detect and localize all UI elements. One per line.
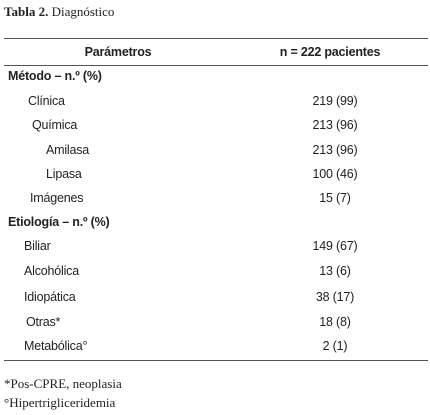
row-label: Idiopática [24, 290, 76, 304]
row-value: 213 (96) [312, 143, 358, 157]
footnote: °Hipertrigliceridemia [4, 395, 116, 410]
row-value: 149 (67) [312, 239, 358, 253]
section-label: Método – n.º (%) [8, 69, 102, 83]
row-value: 219 (99) [312, 94, 358, 108]
row-label: Amilasa [46, 143, 90, 157]
header-rule [4, 65, 428, 66]
table-caption: Tabla 2. Diagnóstico [4, 4, 114, 20]
footnote: *Pos-CPRE, neoplasia [4, 376, 122, 391]
row-label: Otras* [26, 315, 61, 329]
row-label: Alcohólica [24, 264, 79, 278]
header-cell: n = 222 pacientes [279, 45, 381, 59]
row-value: 100 (46) [312, 167, 358, 181]
top-rule [4, 38, 428, 39]
row-label: Química [32, 118, 78, 132]
header-cell: Parámetros [84, 45, 152, 59]
row-value: 2 (1) [322, 339, 348, 353]
row-label: Lipasa [46, 167, 82, 181]
row-value: 38 (17) [315, 290, 355, 304]
row-label: Clínica [28, 94, 65, 108]
row-value: 213 (96) [312, 118, 358, 132]
row-value: 13 (6) [319, 264, 351, 278]
caption-label: Tabla 2. [4, 4, 49, 19]
row-label: Metabólica° [24, 339, 88, 353]
bottom-rule [4, 360, 428, 361]
caption-text: Diagnóstico [51, 4, 115, 19]
section-label: Etiología – n.º (%) [8, 215, 110, 229]
row-value: 15 (7) [319, 191, 351, 205]
row-label: Imágenes [30, 191, 84, 205]
row-value: 18 (8) [319, 315, 351, 329]
row-label: Biliar [24, 239, 51, 253]
